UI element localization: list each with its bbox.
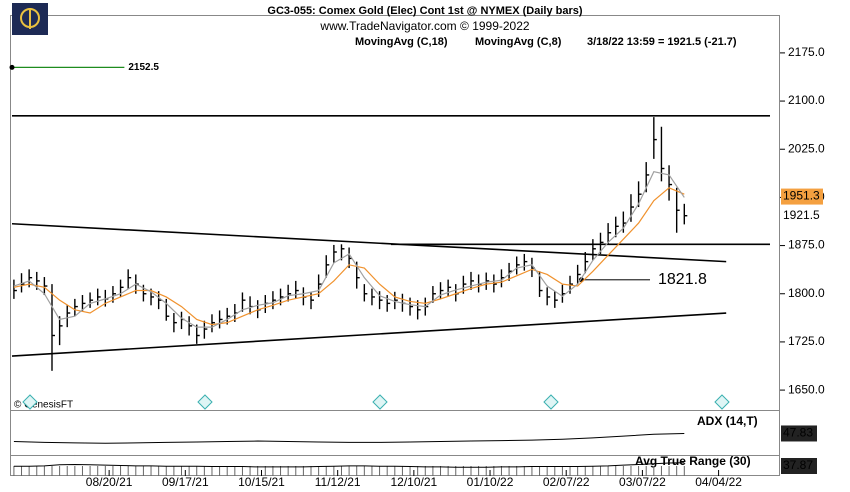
x-tick-label: 03/07/22	[619, 475, 666, 489]
x-tick-label: 01/10/22	[467, 475, 514, 489]
y-tick-label: 1875.0	[788, 238, 825, 252]
y-tick-label: 2025.0	[788, 141, 825, 155]
adx-value-box	[781, 425, 817, 442]
x-tick-label: 04/04/22	[695, 475, 742, 489]
x-tick-label: 08/20/21	[86, 475, 133, 489]
chart-subtitle: www.TradeNavigator.com © 1999-2022	[319, 19, 529, 33]
y-tick-label: 2100.0	[788, 93, 825, 107]
price-label: 1921.5	[783, 208, 820, 222]
atr-value-box	[781, 458, 817, 474]
y-tick-label: 2175.0	[788, 45, 825, 59]
price-label-box	[781, 207, 823, 224]
moving-average	[13, 171, 685, 328]
atr-value: 37.87	[783, 458, 813, 472]
x-tick-label: 12/10/21	[390, 475, 437, 489]
trendline	[11, 222, 727, 263]
x-tick-label: 09/17/21	[162, 475, 209, 489]
adx-label: ADX (14,T)	[697, 414, 758, 428]
y-tick-label: 1650.0	[788, 382, 825, 396]
level-label: 1821.8	[658, 271, 707, 288]
r-markers	[22, 394, 730, 410]
y-tick-label: 1725.0	[788, 334, 825, 348]
chart-title: GC3-055: Comex Gold (Elec) Cont 1st @ NY…	[267, 5, 582, 17]
atr-line	[13, 462, 685, 468]
level-dot	[9, 64, 15, 70]
level-label: 2152.5	[128, 62, 159, 73]
status: 3/18/22 13:59 = 1921.5 (-21.7)	[587, 36, 737, 48]
x-tick-label: 10/15/21	[238, 475, 285, 489]
x-tick-label: 11/12/21	[315, 475, 361, 489]
logo	[12, 3, 48, 35]
atr-label: Avg True Range (30)	[635, 454, 751, 468]
legend-entry: MovingAvg (C,18)	[355, 36, 448, 48]
price-label-box	[781, 188, 823, 205]
x-tick-label: 02/07/22	[543, 475, 590, 489]
watermark: © GenesisFT	[14, 400, 73, 411]
y-tick-label: 1800.0	[788, 286, 825, 300]
adx-line	[13, 432, 685, 444]
moving-average	[13, 187, 685, 326]
legend-entry: MovingAvg (C,8)	[475, 36, 562, 48]
trendline	[11, 312, 727, 357]
adx-value: 47.83	[783, 426, 813, 440]
price-label: 1951.3	[783, 189, 820, 203]
